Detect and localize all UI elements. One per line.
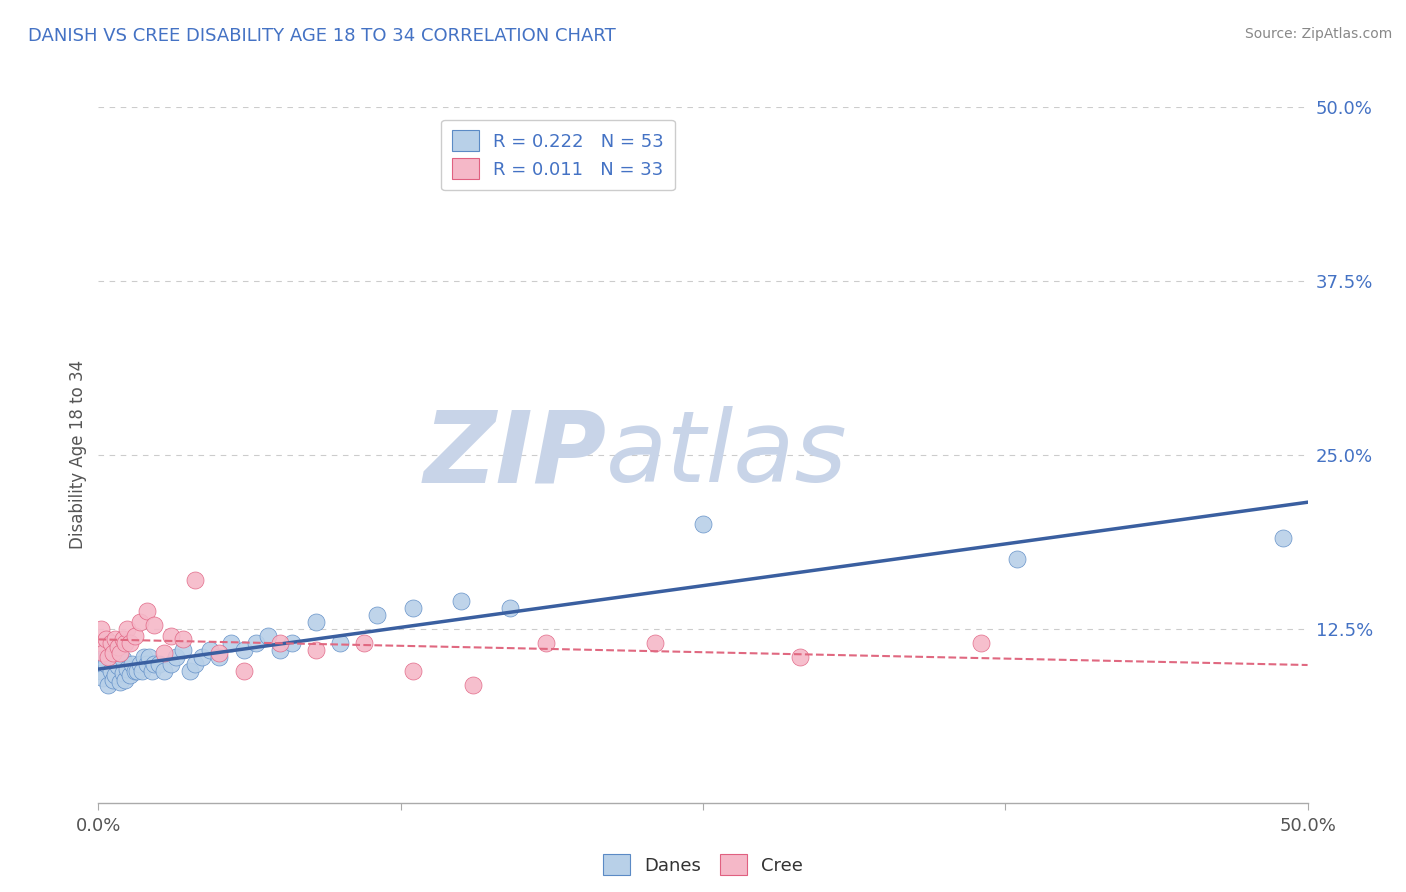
- Text: ZIP: ZIP: [423, 407, 606, 503]
- Point: [692, 517, 714, 532]
- Point: [121, 657, 143, 671]
- Point: [221, 636, 243, 650]
- Point: [789, 649, 811, 664]
- Point: [100, 636, 122, 650]
- Point: [191, 649, 214, 664]
- Point: [90, 622, 112, 636]
- Point: [94, 642, 117, 657]
- Point: [366, 607, 388, 622]
- Point: [124, 664, 146, 678]
- Point: [97, 677, 120, 691]
- Point: [329, 636, 352, 650]
- Point: [184, 573, 207, 587]
- Point: [143, 657, 166, 671]
- Point: [498, 601, 520, 615]
- Point: [970, 636, 993, 650]
- Point: [152, 664, 174, 678]
- Point: [134, 649, 156, 664]
- Point: [90, 649, 112, 664]
- Point: [269, 636, 291, 650]
- Point: [127, 664, 149, 678]
- Point: [97, 649, 120, 664]
- Point: [402, 601, 425, 615]
- Point: [269, 642, 291, 657]
- Point: [107, 659, 129, 673]
- Point: [107, 640, 129, 654]
- Text: Source: ZipAtlas.com: Source: ZipAtlas.com: [1244, 27, 1392, 41]
- Point: [131, 664, 153, 678]
- Point: [91, 671, 114, 685]
- Point: [138, 649, 160, 664]
- Point: [208, 646, 231, 660]
- Point: [128, 657, 150, 671]
- Point: [101, 673, 124, 688]
- Point: [104, 632, 127, 646]
- Point: [91, 646, 114, 660]
- Point: [118, 636, 141, 650]
- Point: [111, 652, 134, 666]
- Text: atlas: atlas: [606, 407, 848, 503]
- Point: [198, 642, 221, 657]
- Point: [135, 657, 157, 671]
- Point: [108, 674, 131, 689]
- Point: [118, 667, 141, 681]
- Point: [402, 664, 425, 678]
- Point: [90, 636, 112, 650]
- Point: [172, 642, 194, 657]
- Point: [184, 657, 207, 671]
- Point: [90, 664, 112, 678]
- Point: [644, 636, 666, 650]
- Point: [94, 657, 117, 671]
- Point: [117, 622, 139, 636]
- Point: [1272, 532, 1295, 546]
- Text: DANISH VS CREE DISABILITY AGE 18 TO 34 CORRELATION CHART: DANISH VS CREE DISABILITY AGE 18 TO 34 C…: [28, 27, 616, 45]
- Point: [152, 646, 174, 660]
- Point: [111, 666, 134, 681]
- Point: [179, 664, 201, 678]
- Point: [111, 632, 134, 646]
- Point: [100, 664, 122, 678]
- Point: [1007, 552, 1029, 566]
- Point: [281, 636, 304, 650]
- Point: [232, 664, 254, 678]
- Point: [100, 649, 122, 664]
- Point: [101, 646, 124, 660]
- Point: [124, 629, 146, 643]
- Point: [160, 657, 183, 671]
- Point: [104, 667, 127, 681]
- Point: [135, 604, 157, 618]
- Point: [114, 636, 136, 650]
- Point: [101, 646, 124, 660]
- Point: [305, 615, 328, 629]
- Point: [114, 673, 136, 688]
- Legend: Danes, Cree: Danes, Cree: [595, 846, 811, 884]
- Point: [450, 594, 472, 608]
- Y-axis label: Disability Age 18 to 34: Disability Age 18 to 34: [69, 360, 87, 549]
- Point: [232, 642, 254, 657]
- Point: [534, 636, 557, 650]
- Point: [305, 642, 328, 657]
- Point: [463, 677, 485, 691]
- Point: [117, 662, 139, 676]
- Point: [143, 617, 166, 632]
- Point: [165, 649, 187, 664]
- Point: [208, 649, 231, 664]
- Point: [256, 629, 278, 643]
- Point: [108, 646, 131, 660]
- Point: [141, 664, 163, 678]
- Point: [94, 632, 117, 646]
- Point: [148, 657, 170, 671]
- Point: [245, 636, 267, 650]
- Point: [128, 615, 150, 629]
- Point: [353, 636, 375, 650]
- Point: [172, 632, 194, 646]
- Point: [160, 629, 183, 643]
